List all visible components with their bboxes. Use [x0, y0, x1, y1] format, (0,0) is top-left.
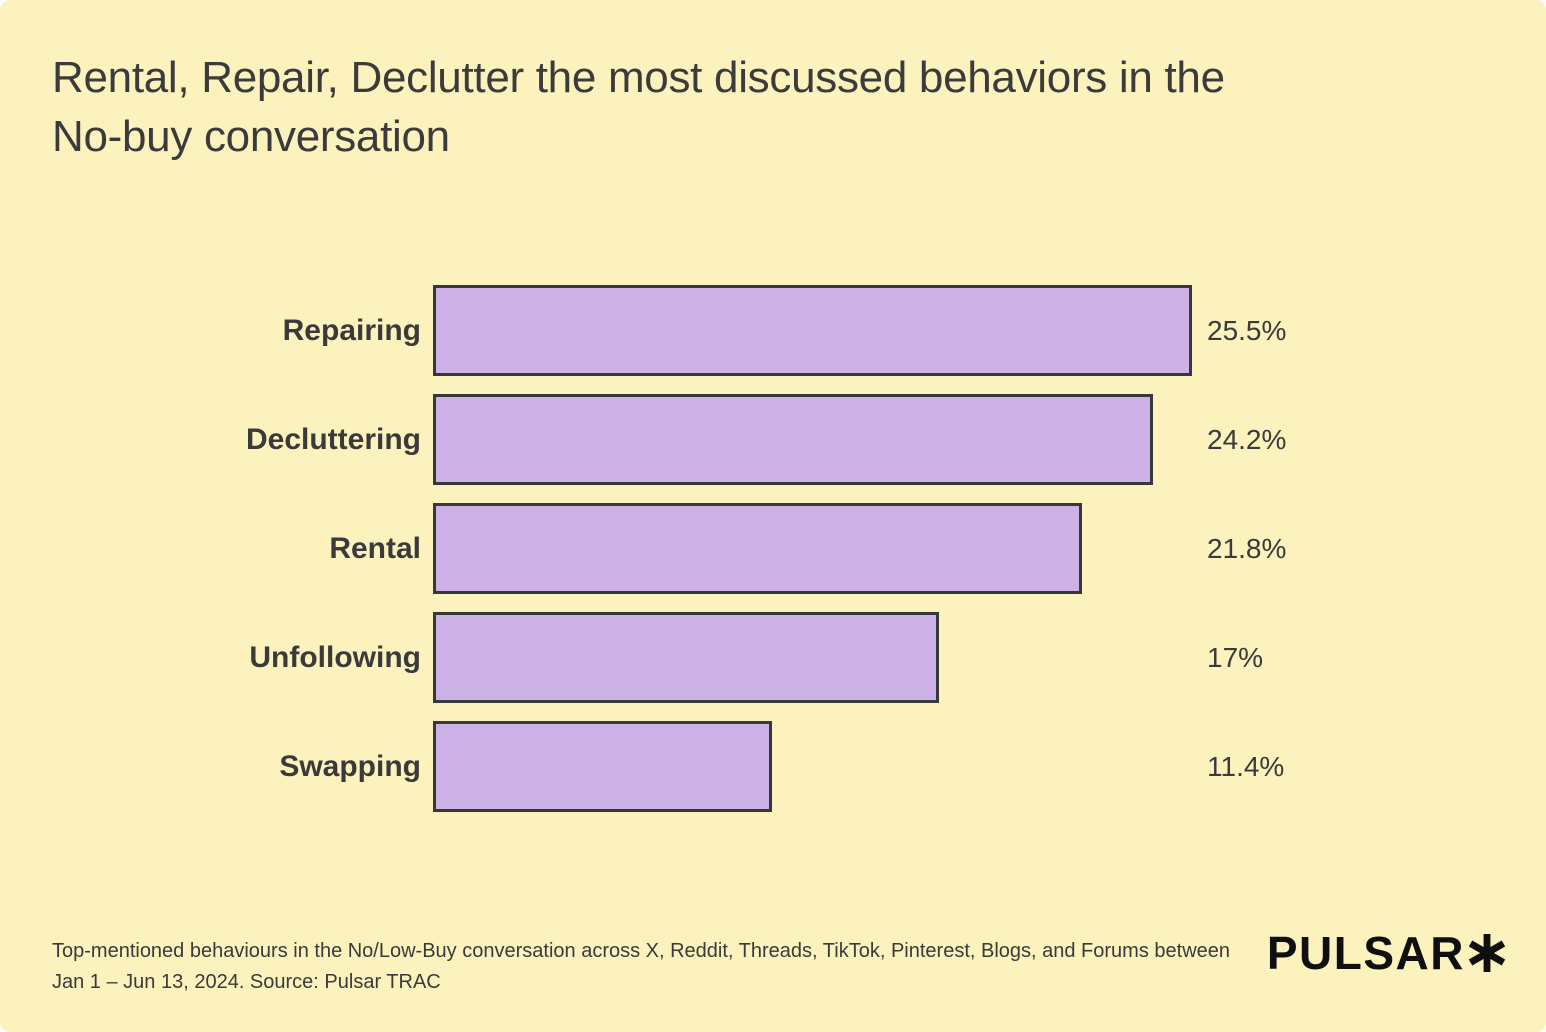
bar-rows: Repairing 25.5% Decluttering 24.2% Rental 21.… [52, 285, 1286, 812]
category-label: Repairing [282, 313, 421, 347]
bar-row: Unfollowing 17% [52, 612, 1286, 703]
value-label: 25.5% [1207, 314, 1287, 346]
bar-track [433, 721, 1192, 812]
bar-track [433, 612, 1192, 703]
value-label: 24.2% [1207, 423, 1287, 455]
bar-row: Decluttering 24.2% [52, 394, 1286, 485]
pulsar-logo: PULSAR [1267, 926, 1506, 980]
bar [433, 285, 1192, 376]
pulsar-logo-text: PULSAR [1266, 927, 1465, 979]
chart-title: Rental, Repair, Declutter the most discu… [52, 48, 1225, 166]
bar-row: Repairing 25.5% [52, 285, 1286, 376]
chart-title-line2: No-buy conversation [52, 112, 450, 161]
category-label: Decluttering [245, 422, 421, 456]
bar-row: Rental 21.8% [52, 503, 1286, 594]
chart-title-line1: Rental, Repair, Declutter the most discu… [52, 53, 1225, 102]
pulsar-asterisk-icon [1465, 934, 1506, 972]
value-label: 17% [1207, 641, 1264, 673]
bar [433, 503, 1082, 594]
bar-chart: Repairing 25.5% Decluttering 24.2% Rental 21.… [52, 285, 1286, 812]
category-label: Rental [329, 531, 421, 565]
bar [433, 394, 1154, 485]
source-caption-line1: Top-mentioned behaviours in the No/Low-B… [52, 940, 1231, 962]
bar-track [433, 503, 1192, 594]
bar [433, 721, 773, 812]
bar [433, 612, 939, 703]
source-caption-line2: Jan 1 – Jun 13, 2024. Source: Pulsar TRA… [52, 971, 441, 993]
value-label: 11.4% [1207, 750, 1285, 782]
value-label: 21.8% [1207, 532, 1287, 564]
bar-track [433, 394, 1192, 485]
source-caption: Top-mentioned behaviours in the No/Low-B… [52, 936, 1262, 998]
bar-track [433, 285, 1192, 376]
bar-row: Swapping 11.4% [52, 721, 1286, 812]
category-label: Unfollowing [249, 640, 421, 674]
category-label: Swapping [279, 749, 421, 783]
